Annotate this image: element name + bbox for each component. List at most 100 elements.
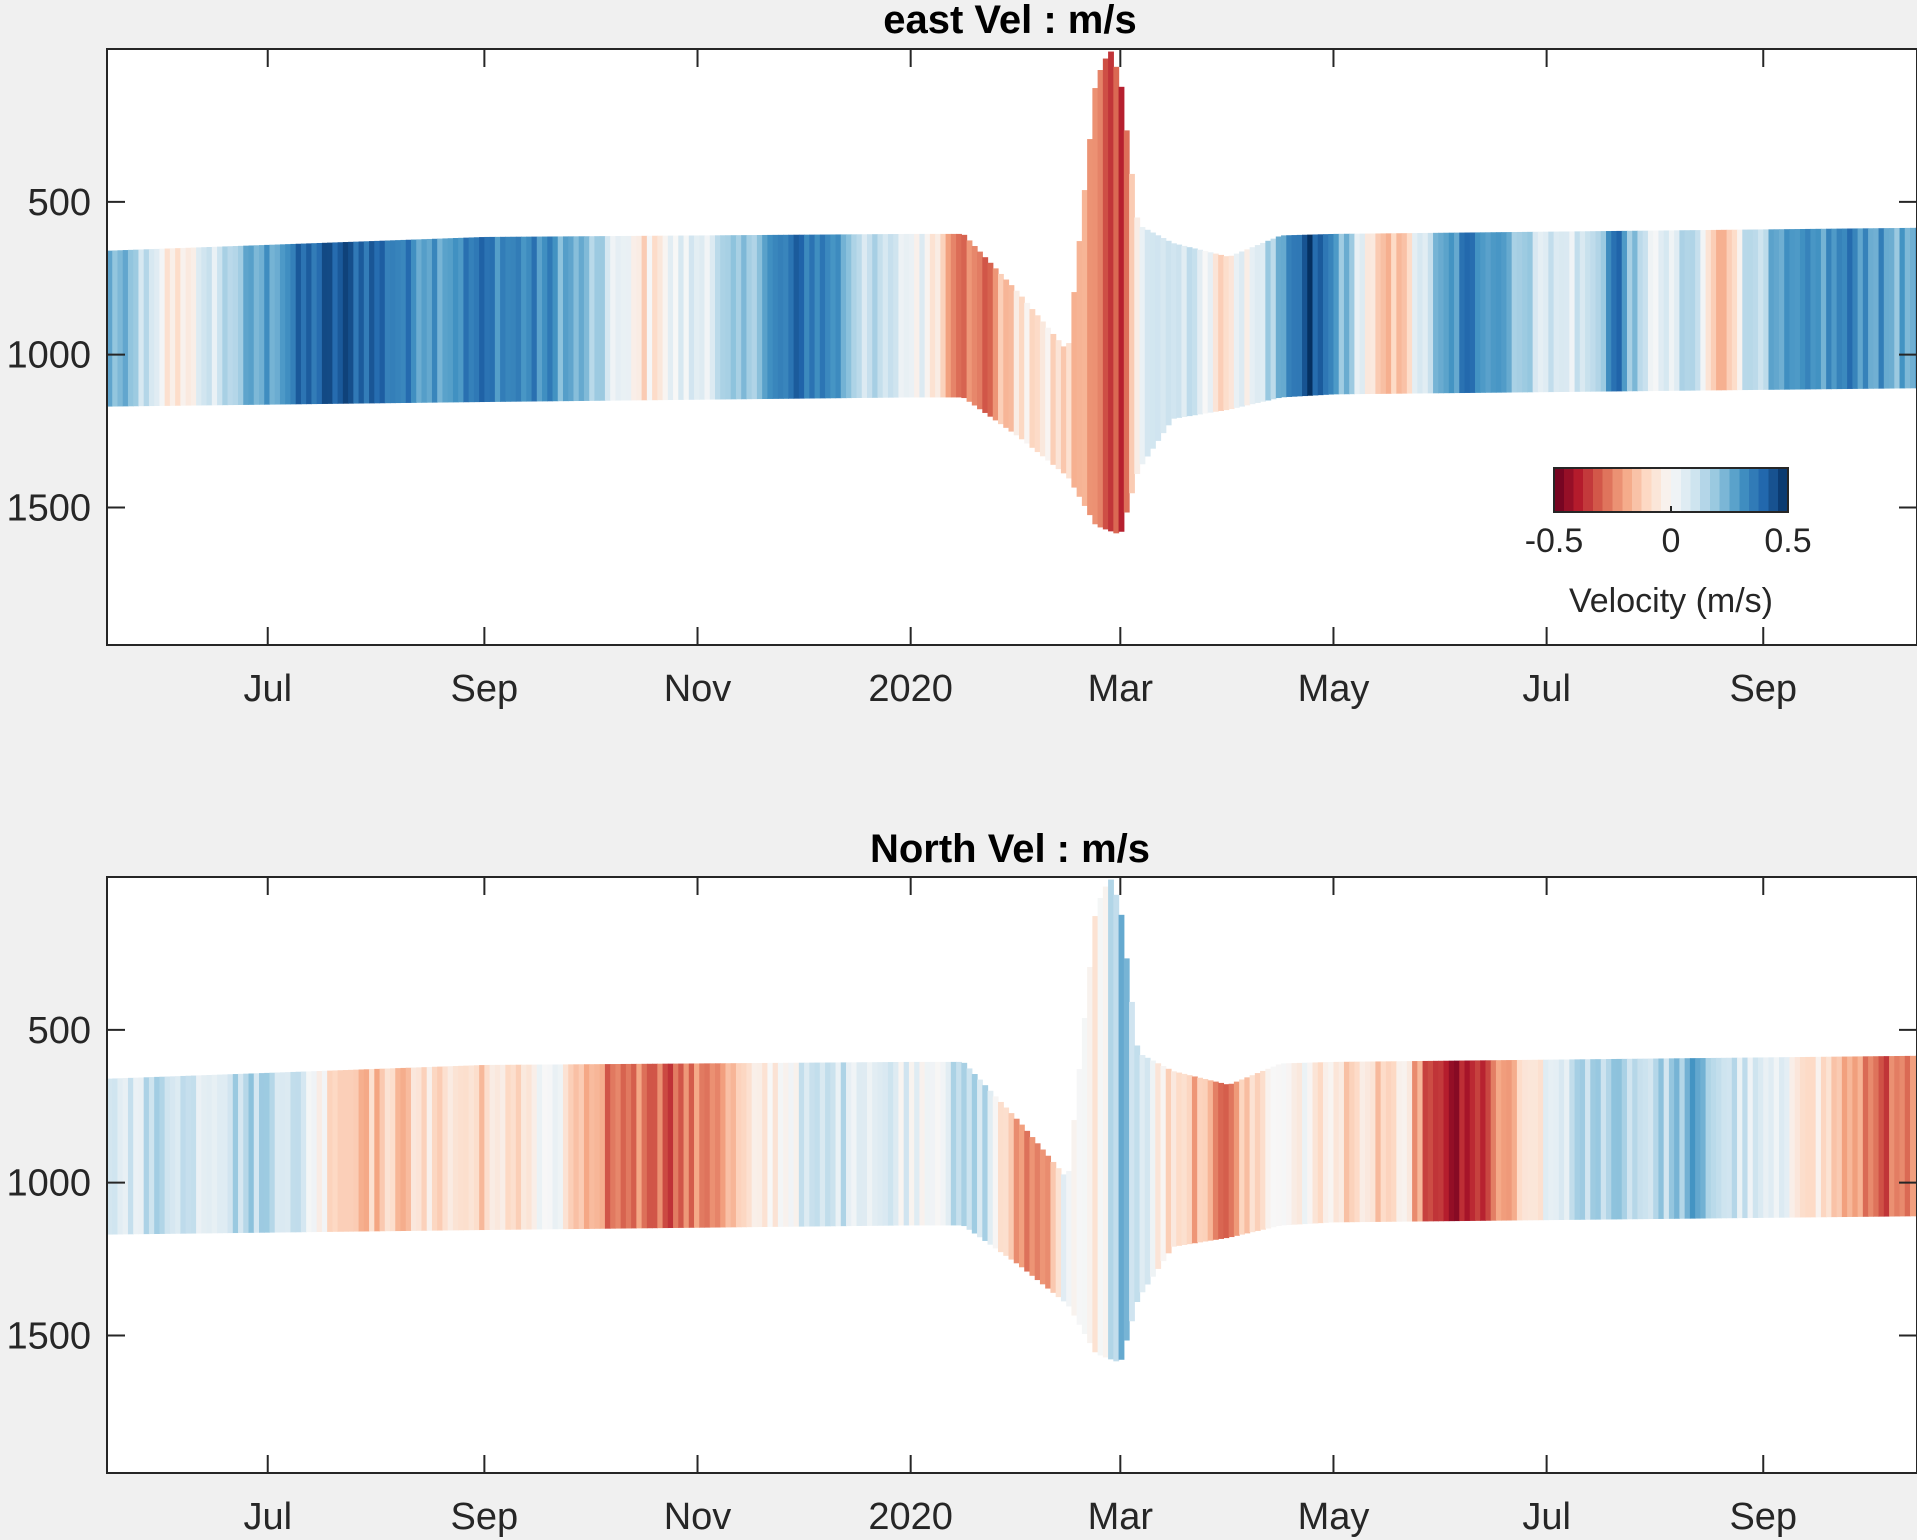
- heatmap-cell: [1689, 1058, 1696, 1219]
- heatmap-cell: [452, 238, 459, 403]
- heatmap-cell: [604, 236, 611, 401]
- heatmap-cell: [1354, 233, 1361, 395]
- heatmap-cell: [1778, 229, 1785, 390]
- heatmap-cell: [1637, 230, 1644, 392]
- heatmap-cell: [594, 1064, 601, 1229]
- heatmap-cell: [950, 1061, 957, 1226]
- heatmap-cell: [1894, 1056, 1901, 1217]
- heatmap-cell: [1537, 1059, 1544, 1221]
- heatmap-cell: [253, 245, 260, 405]
- heatmap-cell: [431, 238, 438, 403]
- heatmap-cell: [1123, 130, 1130, 513]
- heatmap-cell: [898, 1061, 905, 1226]
- heatmap-cell: [1144, 229, 1151, 457]
- heatmap-cell: [1401, 1061, 1408, 1222]
- heatmap-cell: [248, 245, 255, 405]
- heatmap-cell: [1008, 1113, 1015, 1260]
- heatmap-cell: [825, 1062, 831, 1227]
- heatmap-cell: [1228, 255, 1235, 410]
- heatmap-cell: [1726, 229, 1733, 391]
- heatmap-cell: [887, 1062, 894, 1226]
- heatmap-cell: [1160, 1066, 1167, 1262]
- heatmap-cell: [950, 233, 957, 398]
- heatmap-cell: [431, 1066, 438, 1231]
- heatmap-cell: [583, 1064, 590, 1229]
- heatmap-cell: [1092, 88, 1099, 525]
- heatmap-cell: [164, 1076, 171, 1234]
- heatmap-cell: [243, 1073, 250, 1233]
- heatmap-cell: [300, 243, 307, 405]
- heatmap-cell: [1160, 238, 1167, 434]
- heatmap-cell: [154, 248, 161, 406]
- heatmap-cell: [1270, 1066, 1277, 1228]
- heatmap-cell: [484, 1064, 491, 1230]
- heatmap-cell: [1412, 1061, 1418, 1222]
- heatmap-cell: [1763, 1057, 1770, 1218]
- heatmap-cell: [1626, 1058, 1633, 1220]
- heatmap-cell: [908, 233, 915, 398]
- heatmap-cell: [1653, 1058, 1660, 1219]
- heatmap-cell: [138, 249, 145, 407]
- heatmap-cell: [1742, 1057, 1749, 1219]
- heatmap-cell: [893, 234, 900, 398]
- heatmap-cell: [1883, 1056, 1890, 1217]
- heatmap-cell: [1401, 233, 1408, 394]
- heatmap-cell: [542, 236, 548, 402]
- heatmap-cell: [1218, 1082, 1224, 1239]
- heatmap-cell: [196, 247, 202, 406]
- heatmap-cell: [1810, 228, 1817, 390]
- heatmap-cell: [1668, 230, 1675, 391]
- heatmap-cell: [1642, 230, 1649, 392]
- heatmap-cell: [447, 238, 454, 403]
- heatmap-cell: [426, 1066, 433, 1231]
- panel-east-axes: Jul Sep Nov 2020 Mar May Jul Sep 500 1000 1500: [6, 48, 1917, 710]
- heatmap-cell: [1045, 327, 1052, 461]
- heatmap-cell: [353, 1069, 360, 1232]
- heatmap-cell: [1763, 229, 1770, 390]
- heatmap-cell: [1889, 1056, 1895, 1217]
- heatmap-cell: [306, 1071, 313, 1233]
- heatmap-cell: [531, 1064, 538, 1230]
- heatmap-cell: [107, 1078, 113, 1235]
- heatmap-cell: [1223, 256, 1230, 411]
- heatmap-cell: [1679, 1058, 1686, 1219]
- heatmap-cell: [1705, 229, 1712, 391]
- heatmap-cell: [1553, 231, 1560, 393]
- heatmap-cell: [1003, 1107, 1010, 1256]
- heatmap-cell: [589, 1064, 596, 1229]
- heatmap-cell: [583, 236, 590, 401]
- heatmap-cell: [1616, 1058, 1623, 1220]
- heatmap-cell: [117, 250, 124, 407]
- heatmap-cell: [1349, 1061, 1356, 1223]
- heatmap-cell: [599, 1064, 606, 1229]
- x-tick-label: Jul: [1522, 668, 1571, 710]
- heatmap-cell: [1516, 231, 1523, 393]
- heatmap-cell: [1317, 1062, 1324, 1224]
- heatmap-cell: [814, 1062, 821, 1227]
- heatmap-cell: [1197, 1077, 1204, 1243]
- heatmap-cell: [1113, 894, 1120, 1362]
- heatmap-cell: [657, 235, 664, 401]
- heatmap-cell: [1647, 1058, 1654, 1220]
- heatmap-cell: [641, 1063, 648, 1229]
- heatmap-cell: [169, 248, 176, 406]
- heatmap-cell: [185, 247, 192, 406]
- x-tick-label: Jul: [1522, 1496, 1571, 1538]
- heatmap-cell: [222, 1074, 229, 1234]
- heatmap-cell: [227, 1074, 234, 1234]
- heatmap-cell: [746, 235, 753, 400]
- heatmap-cell: [767, 1062, 774, 1227]
- heatmap-cell: [269, 1072, 276, 1233]
- heatmap-cell: [1899, 1055, 1906, 1217]
- heatmap-cell: [1485, 1060, 1492, 1221]
- heatmap-cell: [877, 1062, 884, 1226]
- heatmap-cell: [751, 235, 758, 400]
- heatmap-cell: [751, 1063, 758, 1228]
- heatmap-cell: [133, 249, 140, 407]
- heatmap-cell: [1758, 1057, 1764, 1218]
- heatmap-cell: [1606, 1059, 1612, 1220]
- heatmap-cell: [1747, 1057, 1754, 1219]
- heatmap-cell: [1212, 253, 1219, 412]
- heatmap-cell: [337, 1070, 344, 1232]
- heatmap-cell: [1747, 229, 1754, 391]
